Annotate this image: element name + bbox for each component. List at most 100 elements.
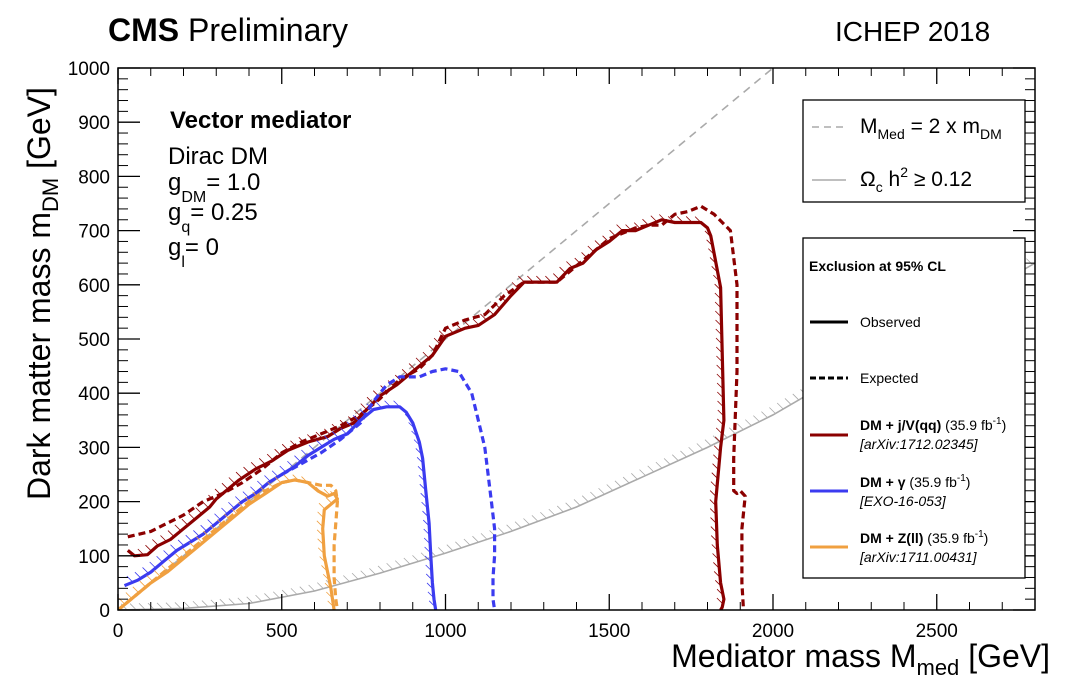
relic-hatch-mark (769, 407, 776, 414)
relic-hatch-mark (497, 527, 505, 534)
relic-hatch-mark (514, 521, 522, 528)
series-dm-z-ll-observed (118, 478, 339, 610)
relic-hatch-mark (192, 600, 200, 608)
relic-hatch-mark (523, 518, 530, 525)
x-tick-label: 1500 (588, 621, 630, 642)
legend-zll-label: DM + Z(ll) (35.9 fb-1) (860, 529, 988, 546)
relic-hatch-mark (598, 487, 605, 495)
legend-gamma-name: DM + γ (860, 474, 906, 490)
coupling-l-sub: l (181, 254, 185, 271)
relic-hatch-mark (377, 565, 385, 573)
relic-hatch-mark (745, 419, 752, 426)
x-tick-label: 2000 (752, 621, 794, 642)
relic-hatch-mark (480, 533, 488, 540)
relic-hatch-mark (556, 505, 564, 513)
y-axis-label: Dark matter mass mDM [GeV] (21, 87, 63, 500)
y-axis-label-main: Dark matter mass m (21, 212, 57, 500)
y-tick-label: 500 (78, 330, 110, 351)
legend-gamma-lumi-sup: -1 (957, 473, 966, 484)
relic-hatch-mark (736, 423, 744, 430)
legend-jv-name: DM + j/V(qq) (860, 417, 941, 433)
coupling-l-symbol: g (168, 234, 181, 261)
legend-gamma-ref: [EXO-16-053] (859, 493, 947, 509)
relic-hatch-mark (463, 538, 471, 546)
relic-hatch-mark (403, 557, 411, 565)
legend-jv-lumi: (35.9 fb (941, 417, 993, 433)
legend-diagonal-sub: Med (878, 126, 905, 142)
relic-hatch-mark (201, 600, 209, 607)
relic-hatch-mark (548, 508, 556, 516)
relic-hatch-mark (655, 461, 663, 469)
coupling-q-symbol: g (168, 199, 181, 226)
legend-zll-lumi-sup: -1 (975, 529, 984, 540)
header-status-text: Preliminary (188, 12, 349, 48)
relic-hatch-mark (647, 465, 654, 473)
coupling-q-sub: q (181, 219, 190, 236)
header-collab-text: CMS (108, 12, 180, 48)
svg-text:gl= 0: gl= 0 (168, 234, 219, 271)
relic-hatch-mark (369, 568, 376, 575)
relic-hatch-mark (174, 602, 182, 609)
relic-hatch-mark (255, 594, 262, 602)
relic-hatch-mark (531, 515, 539, 522)
relic-hatch-mark (237, 597, 245, 605)
legend-jv-lumi-post: ) (1002, 417, 1007, 433)
x-tick-label: 1000 (424, 621, 466, 642)
header-collab: CMS Preliminary (108, 14, 348, 46)
relic-hatch-mark (506, 524, 513, 532)
relic-hatch-mark (394, 560, 402, 567)
y-tick-label: 600 (78, 276, 110, 297)
legend-gamma-label: DM + γ (35.9 fb-1) (860, 473, 970, 490)
relic-hatch-mark (343, 575, 350, 582)
legend-zll-lumi-post: ) (984, 530, 989, 546)
x-tick-label: 500 (266, 621, 298, 642)
relic-hatch-mark (246, 596, 254, 604)
legend-diagonal-label: MMed = 2 x mDM (860, 115, 1002, 142)
relic-hatch-mark (317, 582, 324, 589)
relic-hatch-mark (573, 499, 581, 506)
coupling-l: gl= 0 (168, 234, 219, 271)
y-tick-label: 400 (78, 384, 110, 405)
legend-zll-lumi: (35.9 fb (923, 530, 975, 546)
legend-jv-lumi-sup: -1 (993, 416, 1002, 427)
coupling-q-value: = 0.25 (190, 199, 257, 226)
x-axis-label: Mediator mass Mmed [GeV] (671, 638, 1050, 679)
legend-zll-ref: [arXiv:1711.00431] (859, 549, 978, 565)
relic-hatch-mark (631, 473, 638, 480)
relic-hatch-mark (360, 570, 367, 578)
legend-relic-label: Ωc h2 ≥ 0.12 (860, 164, 972, 195)
relic-hatch-mark (437, 547, 445, 554)
relic-hatch-mark (663, 458, 671, 465)
relic-hatch-mark (540, 511, 547, 519)
relic-hatch-mark (228, 598, 236, 605)
relic-hatch-mark (606, 484, 614, 491)
relic-hatch-mark (792, 393, 800, 401)
x-axis-label-sub: med (917, 655, 960, 679)
coupling-l-value: = 0 (185, 234, 219, 261)
hatch-dm (126, 400, 436, 608)
relic-hatch-mark (412, 555, 419, 562)
header-conference: ICHEP 2018 (835, 16, 991, 47)
axis-ticks: 0 500 1000 1500 2000 2500 0 100 200 300 400 500 600 7… (68, 59, 1036, 642)
hatch-dm-z-ll (118, 474, 337, 608)
relic-hatch-mark (590, 491, 597, 499)
legend-diagonal-sub2: DM (980, 126, 1002, 142)
svg-text:gDM= 1.0: gDM= 1.0 (168, 169, 260, 206)
legend-top: MMed = 2 x mDM Ωc h2 ≥ 0.12 (802, 99, 1026, 203)
legend-relic-rest: ≥ 0.12 (908, 168, 972, 191)
legend-relic-sup: 2 (900, 164, 908, 180)
relic-hatch-mark (704, 439, 712, 446)
legend-zll-name: DM + Z(ll) (860, 530, 923, 546)
series-dm-z-ll-expected (118, 478, 339, 610)
relic-hatch-mark (219, 598, 227, 606)
relic-hatch-mark (351, 572, 359, 580)
legend-title: Exclusion at 95% CL (809, 258, 946, 274)
legend-jv-ref: [arXiv:1712.02345] (859, 436, 979, 452)
relic-hatch-mark (1026, 258, 1033, 265)
model-title: Vector mediator (170, 107, 351, 134)
legend-main: Exclusion at 95% CL Observed Expected DM… (802, 237, 1026, 579)
y-tick-label: 100 (78, 547, 110, 568)
relic-hatch-mark (472, 535, 479, 543)
legend-expected-label: Expected (860, 370, 918, 386)
